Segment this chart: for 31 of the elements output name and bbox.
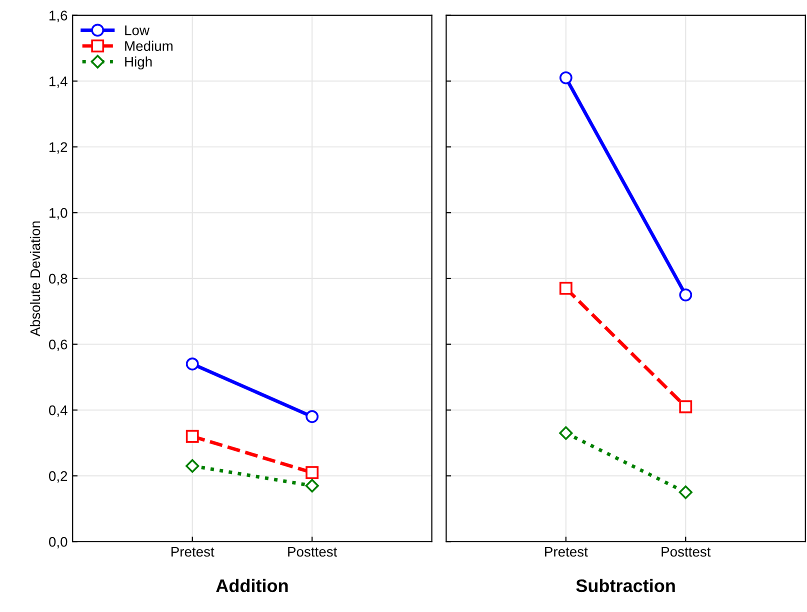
y-tick-label: 0,0 [49, 536, 68, 548]
x-tick-label: Posttest [662, 546, 711, 557]
legend-label: High [125, 56, 152, 70]
y-tick-label: 1,6 [50, 10, 68, 22]
point [186, 358, 199, 370]
y-tick-label: 0,6 [49, 340, 68, 352]
point [559, 71, 572, 84]
point [306, 410, 319, 424]
y-tick-label: 0,8 [49, 274, 68, 286]
point [678, 485, 692, 500]
y-tick-label: 0,4 [49, 405, 68, 417]
legend-label: Low [125, 26, 150, 36]
point [306, 466, 319, 479]
x-tick-label: Posttest [288, 546, 338, 557]
y-tick-label: 1,4 [50, 76, 68, 88]
point [559, 282, 572, 295]
x-tick-label: Pretest [172, 546, 214, 557]
y-tick-label: 0,2 [49, 471, 68, 483]
point [679, 400, 692, 414]
point [186, 459, 200, 473]
x-tick-label: Pretest [545, 546, 588, 557]
point [679, 288, 692, 302]
y-axis-title: Absolute Deviation [30, 221, 40, 336]
y-tick-label: 1,0 [50, 208, 68, 220]
legend-label: Medium [125, 40, 172, 51]
point [186, 430, 199, 443]
point [305, 478, 319, 492]
x-axis-title: Addition [216, 578, 288, 592]
y-tick-label: 1,2 [50, 142, 68, 154]
point [559, 426, 573, 440]
x-axis-title: Subtraction [576, 578, 675, 592]
